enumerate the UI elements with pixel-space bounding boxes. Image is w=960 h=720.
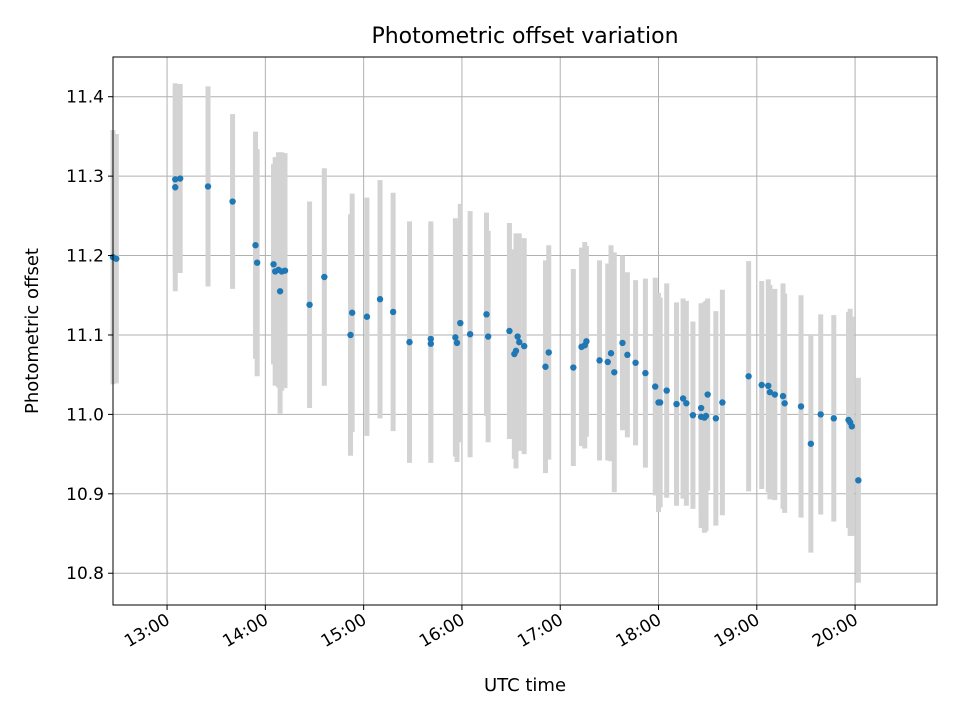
y-tick-label: 10.9 <box>66 485 104 505</box>
data-point <box>712 415 720 422</box>
data-point <box>252 242 259 249</box>
plot-frame <box>112 56 938 606</box>
x-axis-label: UTC time <box>484 675 566 696</box>
y-tick-label: 11.4 <box>66 88 104 108</box>
y-tick-label: 11.2 <box>66 247 104 267</box>
data-point <box>583 338 590 345</box>
data-point <box>520 342 528 350</box>
data-point <box>348 309 356 316</box>
data-point <box>321 273 328 281</box>
data-point <box>452 334 459 341</box>
data-point <box>848 423 856 430</box>
data-point <box>516 338 523 346</box>
data-point <box>781 400 788 407</box>
data-point <box>347 331 354 339</box>
data-point <box>276 288 284 295</box>
data-point <box>281 267 289 274</box>
data-point <box>758 381 765 389</box>
data-point <box>624 351 631 359</box>
data-point <box>466 330 474 338</box>
data-point <box>771 391 779 398</box>
data-point <box>656 399 664 406</box>
data-point <box>642 369 649 377</box>
data-point <box>427 340 435 347</box>
data-point <box>483 311 490 318</box>
data-point <box>632 359 639 366</box>
data-point <box>619 339 626 347</box>
data-point <box>766 388 774 396</box>
data-point <box>673 400 680 408</box>
data-point <box>406 338 413 346</box>
y-axis-label: Photometric offset <box>22 248 43 414</box>
data-point <box>427 335 435 343</box>
data-point <box>570 364 577 371</box>
data-point <box>797 403 805 410</box>
data-point <box>697 404 705 412</box>
data-point <box>683 400 690 407</box>
chart-title: Photometric offset variation <box>371 24 678 49</box>
y-tick-label: 11.3 <box>66 167 104 187</box>
data-point <box>817 411 824 418</box>
data-point <box>306 301 313 308</box>
data-point <box>704 391 711 398</box>
data-point <box>506 327 513 335</box>
data-point <box>830 415 837 422</box>
data-point <box>807 440 815 447</box>
data-point <box>689 411 697 419</box>
data-point <box>457 319 464 327</box>
data-point <box>270 261 277 268</box>
y-tick-label: 10.8 <box>66 564 104 584</box>
data-point <box>719 399 726 406</box>
data-point <box>512 347 520 355</box>
y-axis: 10.8 10.9 11.0 11.1 11.2 11.3 11.4 <box>66 88 113 584</box>
data-point <box>453 339 461 347</box>
data-point <box>855 477 862 484</box>
y-tick-label: 11.0 <box>66 405 104 425</box>
y-tick-label: 11.1 <box>66 326 104 346</box>
data-point <box>253 259 261 266</box>
data-point <box>376 296 384 303</box>
data-point <box>545 349 552 356</box>
data-point <box>604 358 611 366</box>
data-point <box>607 350 615 357</box>
data-point <box>542 363 549 370</box>
data-point <box>702 412 710 420</box>
data-point <box>779 392 787 400</box>
data-point <box>679 395 687 402</box>
data-points <box>109 175 862 484</box>
data-point <box>113 255 120 262</box>
data-point <box>514 333 521 340</box>
data-point <box>611 369 618 376</box>
data-point <box>172 184 179 191</box>
data-point <box>745 373 752 380</box>
data-point <box>176 175 184 182</box>
data-point <box>652 383 659 390</box>
data-point <box>484 333 492 340</box>
data-point <box>596 357 603 364</box>
data-point <box>363 313 371 320</box>
data-point <box>389 308 397 316</box>
data-point <box>663 387 670 394</box>
data-point <box>172 176 179 183</box>
data-point <box>204 183 212 190</box>
data-point <box>229 198 236 205</box>
data-point <box>765 382 772 389</box>
